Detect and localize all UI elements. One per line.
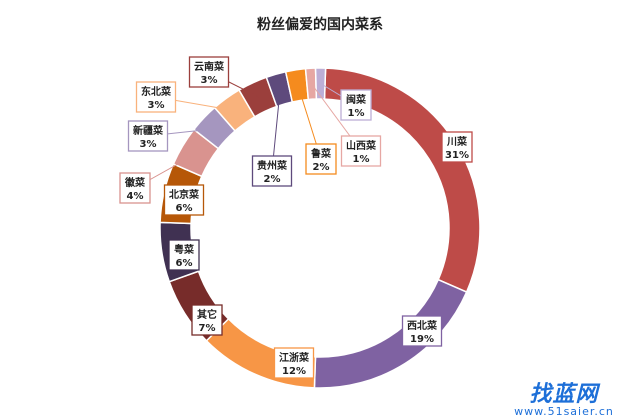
label-name-10: 云南菜 (194, 60, 225, 73)
label-percent-3: 12% (282, 366, 306, 377)
data-label-4: 其它 7% (191, 304, 223, 336)
label-box-12 (305, 143, 337, 175)
data-label-9: 东北菜 3% (135, 81, 177, 113)
data-label-11: 贵州菜 2% (251, 155, 293, 187)
label-percent-5: 6% (176, 258, 193, 269)
label-percent-14: 1% (348, 108, 365, 119)
data-label-12: 鲁菜 2% (305, 143, 337, 175)
label-name-7: 徽菜 (124, 176, 146, 189)
label-percent-4: 7% (199, 323, 216, 334)
label-percent-8: 3% (140, 139, 157, 150)
label-name-12: 鲁菜 (310, 147, 332, 160)
label-percent-9: 3% (148, 100, 165, 111)
data-label-14: 闽菜 1% (340, 89, 372, 121)
data-label-13: 山西菜 1% (340, 135, 382, 167)
slice-13 (304, 67, 318, 101)
label-name-8: 新疆菜 (133, 124, 164, 137)
label-box-4 (191, 304, 223, 336)
label-box-13 (340, 135, 382, 167)
data-label-7: 徽菜 4% (119, 172, 151, 204)
label-percent-1: 31% (445, 150, 469, 161)
data-label-8: 新疆菜 3% (127, 120, 169, 152)
watermark: 找蓝网 www.51saier.cn (494, 376, 634, 418)
label-box-9 (135, 81, 177, 113)
label-name-9: 东北菜 (141, 85, 172, 98)
label-name-6: 北京菜 (169, 188, 200, 201)
label-name-11: 贵州菜 (257, 159, 288, 172)
label-percent-2: 19% (410, 334, 434, 345)
data-label-3: 江浙菜 12% (273, 347, 315, 379)
watermark-url: www.51saier.cn (514, 405, 614, 418)
label-box-3 (273, 347, 315, 379)
label-percent-7: 4% (127, 191, 144, 202)
label-box-8 (127, 120, 169, 152)
label-percent-6: 6% (176, 203, 193, 214)
label-box-5 (168, 239, 200, 271)
data-label-10: 云南菜 3% (188, 56, 230, 88)
label-box-11 (251, 155, 293, 187)
label-box-6 (163, 184, 205, 216)
label-name-4: 其它 (197, 308, 217, 321)
data-label-6: 北京菜 6% (163, 184, 205, 216)
label-box-14 (340, 89, 372, 121)
chart-title: 粉丝偏爱的国内菜系 (257, 17, 383, 33)
label-name-3: 江浙菜 (279, 351, 310, 364)
label-percent-13: 1% (353, 154, 370, 165)
watermark-brand: 找蓝网 (529, 382, 599, 407)
data-label-2: 西北菜 19% (401, 315, 443, 347)
label-percent-12: 2% (313, 162, 330, 173)
label-percent-10: 3% (201, 75, 218, 86)
label-name-14: 闽菜 (346, 93, 367, 106)
label-name-1: 川菜 (446, 135, 468, 148)
label-percent-11: 2% (264, 174, 281, 185)
label-box-10 (188, 56, 230, 88)
labels-group: 川菜31%西北菜19%江浙菜12%其它7%粤菜6%北京菜6%徽菜4%新疆菜3%东… (119, 56, 473, 379)
label-name-5: 粤菜 (174, 243, 195, 256)
slice-2 (313, 278, 468, 389)
label-box-7 (119, 172, 151, 204)
label-name-2: 西北菜 (407, 319, 438, 332)
label-name-13: 山西菜 (346, 139, 377, 152)
label-box-2 (401, 315, 443, 347)
label-box-1 (441, 131, 473, 163)
data-label-1: 川菜 31% (441, 131, 473, 163)
data-label-5: 粤菜 6% (168, 239, 200, 271)
